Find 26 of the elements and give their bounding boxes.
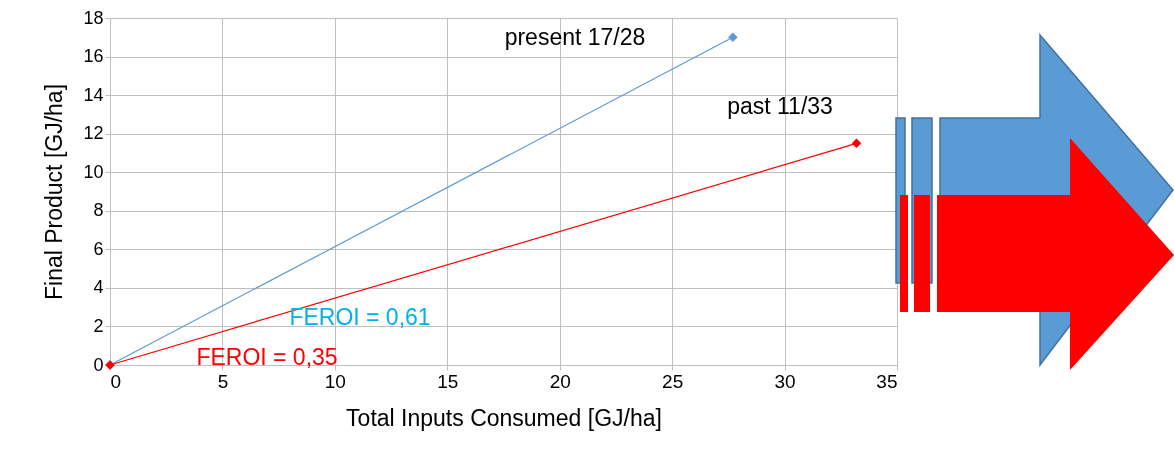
y-tick-label: 12: [83, 123, 104, 144]
y-tick-label: 4: [93, 277, 104, 298]
y-tick-label: 18: [83, 7, 104, 28]
y-tick-label: 16: [83, 46, 104, 67]
x-tick-label: 15: [437, 370, 459, 392]
point: [851, 138, 862, 149]
y-axis-title: Final Product [GJ/ha]: [41, 83, 68, 301]
annotation: FEROI = 0,61: [289, 304, 431, 330]
x-axis-title: Total Inputs Consumed [GJ/ha]: [346, 404, 662, 431]
annotation: past 11/33: [727, 93, 833, 119]
y-tick-label: 6: [93, 238, 104, 259]
y-tick-label: 10: [83, 161, 104, 182]
point: [728, 32, 738, 43]
x-tick-label: 0: [110, 370, 122, 392]
x-tick-label: 25: [662, 370, 684, 392]
y-tick-label: 0: [93, 354, 104, 375]
x-tick-label: 5: [217, 370, 229, 392]
x-tick-label: 30: [774, 370, 796, 392]
y-tick-label: 8: [93, 200, 104, 221]
y-tick-label: 2: [93, 315, 104, 336]
x-tick-label: 20: [549, 370, 571, 392]
y-tick-label: 14: [83, 84, 104, 105]
x-tick-label: 35: [876, 370, 898, 392]
annotation: FEROI = 0,35: [196, 344, 338, 370]
annotation: present 17/28: [504, 24, 646, 50]
x-tick-label: 10: [324, 370, 346, 392]
